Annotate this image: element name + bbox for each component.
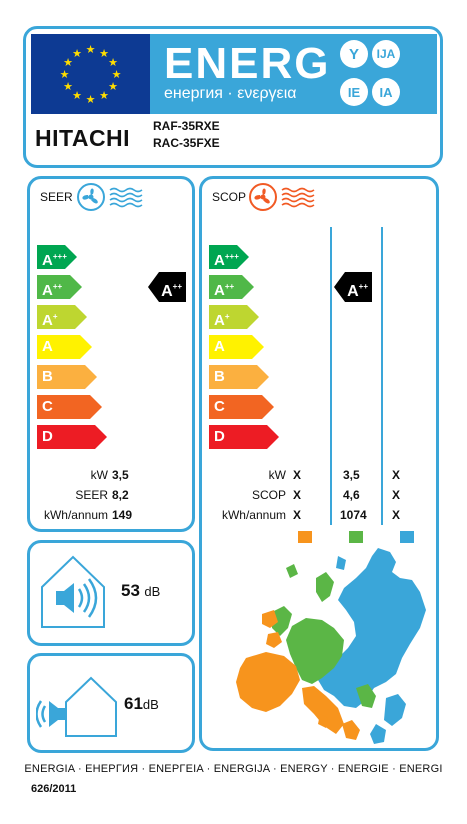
outdoor-noise-level: 61dB (124, 694, 159, 714)
efficiency-class-arrow: B (37, 365, 97, 389)
language-suffix-ia: IA (372, 78, 400, 106)
heating-scop-value-colder: X (293, 488, 302, 502)
indoor-noise-value: 53 (121, 581, 140, 600)
label-header-frame (23, 26, 443, 168)
energy-title: ENERG (164, 39, 331, 88)
efficiency-class-arrow: D (209, 425, 279, 449)
efficiency-class-label: B (42, 368, 53, 385)
heating-rating-text: A++ (347, 282, 368, 300)
heating-kw-value-colder: X (293, 468, 302, 482)
efficiency-class-arrow: A (209, 335, 264, 359)
language-suffix-y: Y (340, 40, 368, 68)
efficiency-class-arrow: A (37, 335, 92, 359)
zone-divider (381, 227, 383, 525)
heating-scop-label: SCOP (251, 488, 286, 502)
europe-climate-zones-map (226, 548, 426, 751)
indoor-noise-level: 53 dB (121, 581, 160, 601)
energy-languages-footer: ENERGIA · ЕНЕРГИЯ · ΕΝΕΡΓΕΙΑ · ENERGIJA … (24, 763, 443, 775)
heating-panel-title: SCOP (212, 190, 247, 204)
heating-kwh-value-warmer: X (392, 508, 401, 522)
cooling-seer-label: SEER (75, 488, 108, 502)
cooling-panel-title: SEER (40, 190, 73, 204)
energy-subtitle: енергия · ενεργεια (164, 85, 297, 102)
efficiency-class-arrow: A+ (209, 305, 259, 329)
efficiency-class-arrow: A++ (209, 275, 254, 299)
heating-efficiency-rating: A++ (334, 272, 372, 302)
heating-kwh-label: kWh/annum (221, 508, 286, 522)
heating-kw-label: kW (268, 468, 286, 482)
cooling-kw-value: 3,5 (112, 468, 129, 482)
heating-panel (199, 176, 439, 751)
indoor-noise-panel (27, 540, 195, 646)
language-suffix-ija: IJA (372, 40, 400, 68)
efficiency-class-label: A+ (42, 312, 58, 329)
efficiency-class-arrow: A+++ (209, 245, 249, 269)
indoor-speaker-icon (38, 551, 108, 636)
heating-kwh-value-average: 1074 (340, 508, 367, 522)
svg-text:★: ★ (108, 80, 118, 93)
efficiency-class-arrow: B (209, 365, 269, 389)
heating-scop-value-warmer: X (392, 488, 401, 502)
outdoor-noise-unit: dB (142, 697, 159, 712)
efficiency-class-arrow: D (37, 425, 107, 449)
efficiency-class-label: A (42, 338, 53, 355)
zone-colder-swatch (298, 531, 312, 543)
cooling-kw-label: kW (90, 468, 108, 482)
efficiency-class-arrow: C (37, 395, 102, 419)
efficiency-class-label: B (214, 368, 225, 385)
indoor-noise-unit: dB (144, 584, 161, 599)
svg-text:★: ★ (99, 89, 109, 102)
svg-text:★: ★ (72, 47, 82, 60)
eu-flag-icon: ★ ★ ★ ★ ★ ★ ★ ★ ★ ★ ★ ★ (31, 34, 150, 114)
svg-text:★: ★ (99, 47, 109, 60)
fan-snowflake-icon (76, 182, 150, 217)
outdoor-model-number: RAC-35FXE (153, 136, 220, 150)
heating-kw-value-warmer: X (392, 468, 401, 482)
efficiency-class-label: A++ (42, 282, 63, 299)
efficiency-class-arrow: C (209, 395, 274, 419)
heating-kw-value-average: 3,5 (343, 468, 360, 482)
efficiency-class-arrow: A++ (37, 275, 82, 299)
svg-text:★: ★ (72, 89, 82, 102)
svg-text:★: ★ (86, 43, 96, 56)
svg-text:★: ★ (86, 93, 96, 106)
zone-divider (330, 227, 332, 525)
zone-average-swatch (349, 531, 363, 543)
svg-text:★: ★ (112, 68, 122, 81)
svg-text:★: ★ (63, 80, 73, 93)
brand-logo: HITACHI (35, 125, 131, 151)
efficiency-class-label: A+++ (214, 252, 239, 269)
cooling-panel (27, 176, 195, 532)
efficiency-class-label: C (42, 398, 53, 415)
efficiency-class-label: A+++ (42, 252, 67, 269)
regulation-number: 626/2011 (31, 783, 77, 795)
efficiency-class-label: D (42, 428, 53, 445)
svg-text:★: ★ (108, 56, 118, 69)
outdoor-speaker-icon (35, 664, 120, 747)
heating-kwh-value-colder: X (293, 508, 302, 522)
outdoor-noise-panel (27, 653, 195, 753)
zone-warmer-swatch (400, 531, 414, 543)
cooling-seer-value: 8,2 (112, 488, 129, 502)
indoor-model-number: RAF-35RXE (153, 119, 220, 133)
svg-text:★: ★ (63, 56, 73, 69)
efficiency-class-label: D (214, 428, 225, 445)
cooling-kwh-label: kWh/annum (43, 508, 108, 522)
efficiency-class-label: A (214, 338, 225, 355)
outdoor-noise-value: 61 (124, 694, 143, 713)
efficiency-class-label: A+ (214, 312, 230, 329)
heating-scop-value-average: 4,6 (343, 488, 360, 502)
svg-text:★: ★ (60, 68, 70, 81)
cooling-efficiency-rating: A++ (148, 272, 186, 302)
fan-heat-icon (248, 182, 322, 217)
efficiency-class-arrow: A+++ (37, 245, 77, 269)
cooling-kwh-value: 149 (112, 508, 133, 522)
language-suffix-ie: IE (340, 78, 368, 106)
efficiency-class-label: A++ (214, 282, 235, 299)
efficiency-class-arrow: A+ (37, 305, 87, 329)
efficiency-class-label: C (214, 398, 225, 415)
cooling-rating-text: A++ (161, 282, 182, 300)
